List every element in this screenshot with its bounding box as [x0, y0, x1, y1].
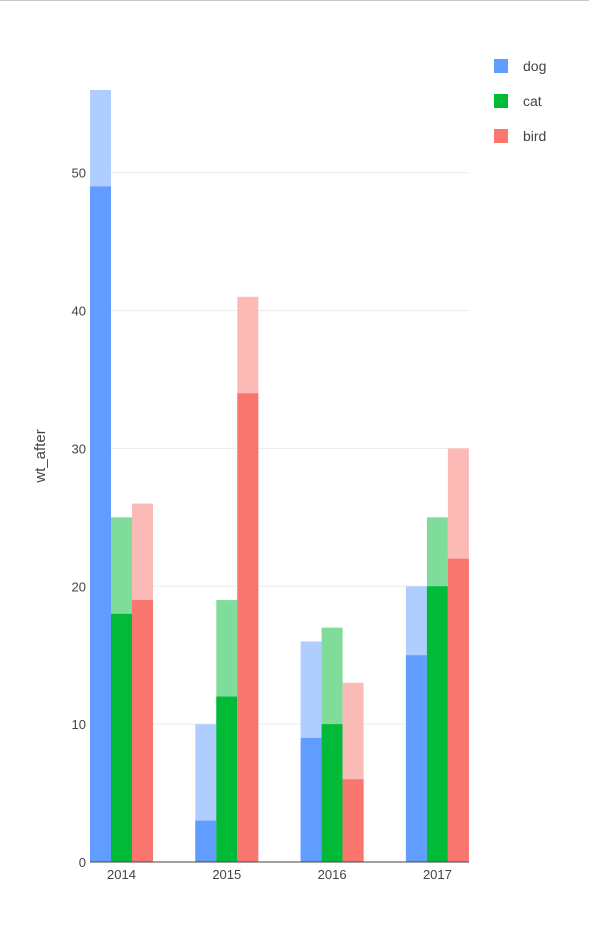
bar-bird-2016: [342, 779, 364, 862]
bar-bird-2014: [132, 600, 153, 862]
bar-dog-2016: [300, 737, 322, 862]
legend-label-dog: dog: [523, 58, 546, 74]
bar-cat-2017: [426, 586, 448, 862]
bar-dog-2015: [195, 820, 217, 862]
y-tick-label: 10: [72, 717, 86, 732]
legend-swatch-cat: [494, 94, 508, 108]
x-tick-labels: 2014 2015 2016 2017: [107, 867, 452, 882]
y-tick-label: 0: [79, 855, 86, 870]
top-border: [0, 0, 589, 1]
legend-label-cat: cat: [523, 93, 542, 109]
bar-dog-2017: [405, 655, 427, 862]
bars: [90, 90, 469, 862]
y-tick-label: 50: [72, 166, 86, 181]
x-tick-label: 2016: [318, 867, 347, 882]
bar-cat-2016: [321, 724, 343, 862]
y-tick-label: 30: [72, 441, 86, 456]
x-tick-label: 2017: [423, 867, 452, 882]
legend: dog cat bird: [494, 58, 546, 144]
bar-cat-2014: [111, 613, 132, 862]
legend-label-bird: bird: [523, 128, 546, 144]
bar-cat-2015: [216, 696, 238, 862]
y-axis-label: wt_after: [32, 429, 49, 483]
gridlines: [90, 172, 469, 725]
bar-dog-2014: [90, 186, 111, 862]
bar-bird-2017: [447, 558, 469, 862]
y-tick-labels: 0 10 20 30 40 50: [72, 166, 86, 870]
y-tick-label: 20: [72, 579, 86, 594]
x-tick-label: 2015: [212, 867, 241, 882]
legend-swatch-bird: [494, 129, 508, 143]
legend-swatch-dog: [494, 59, 508, 73]
y-tick-label: 40: [72, 304, 86, 319]
x-tick-label: 2014: [107, 867, 136, 882]
bar-bird-2015: [237, 393, 259, 862]
